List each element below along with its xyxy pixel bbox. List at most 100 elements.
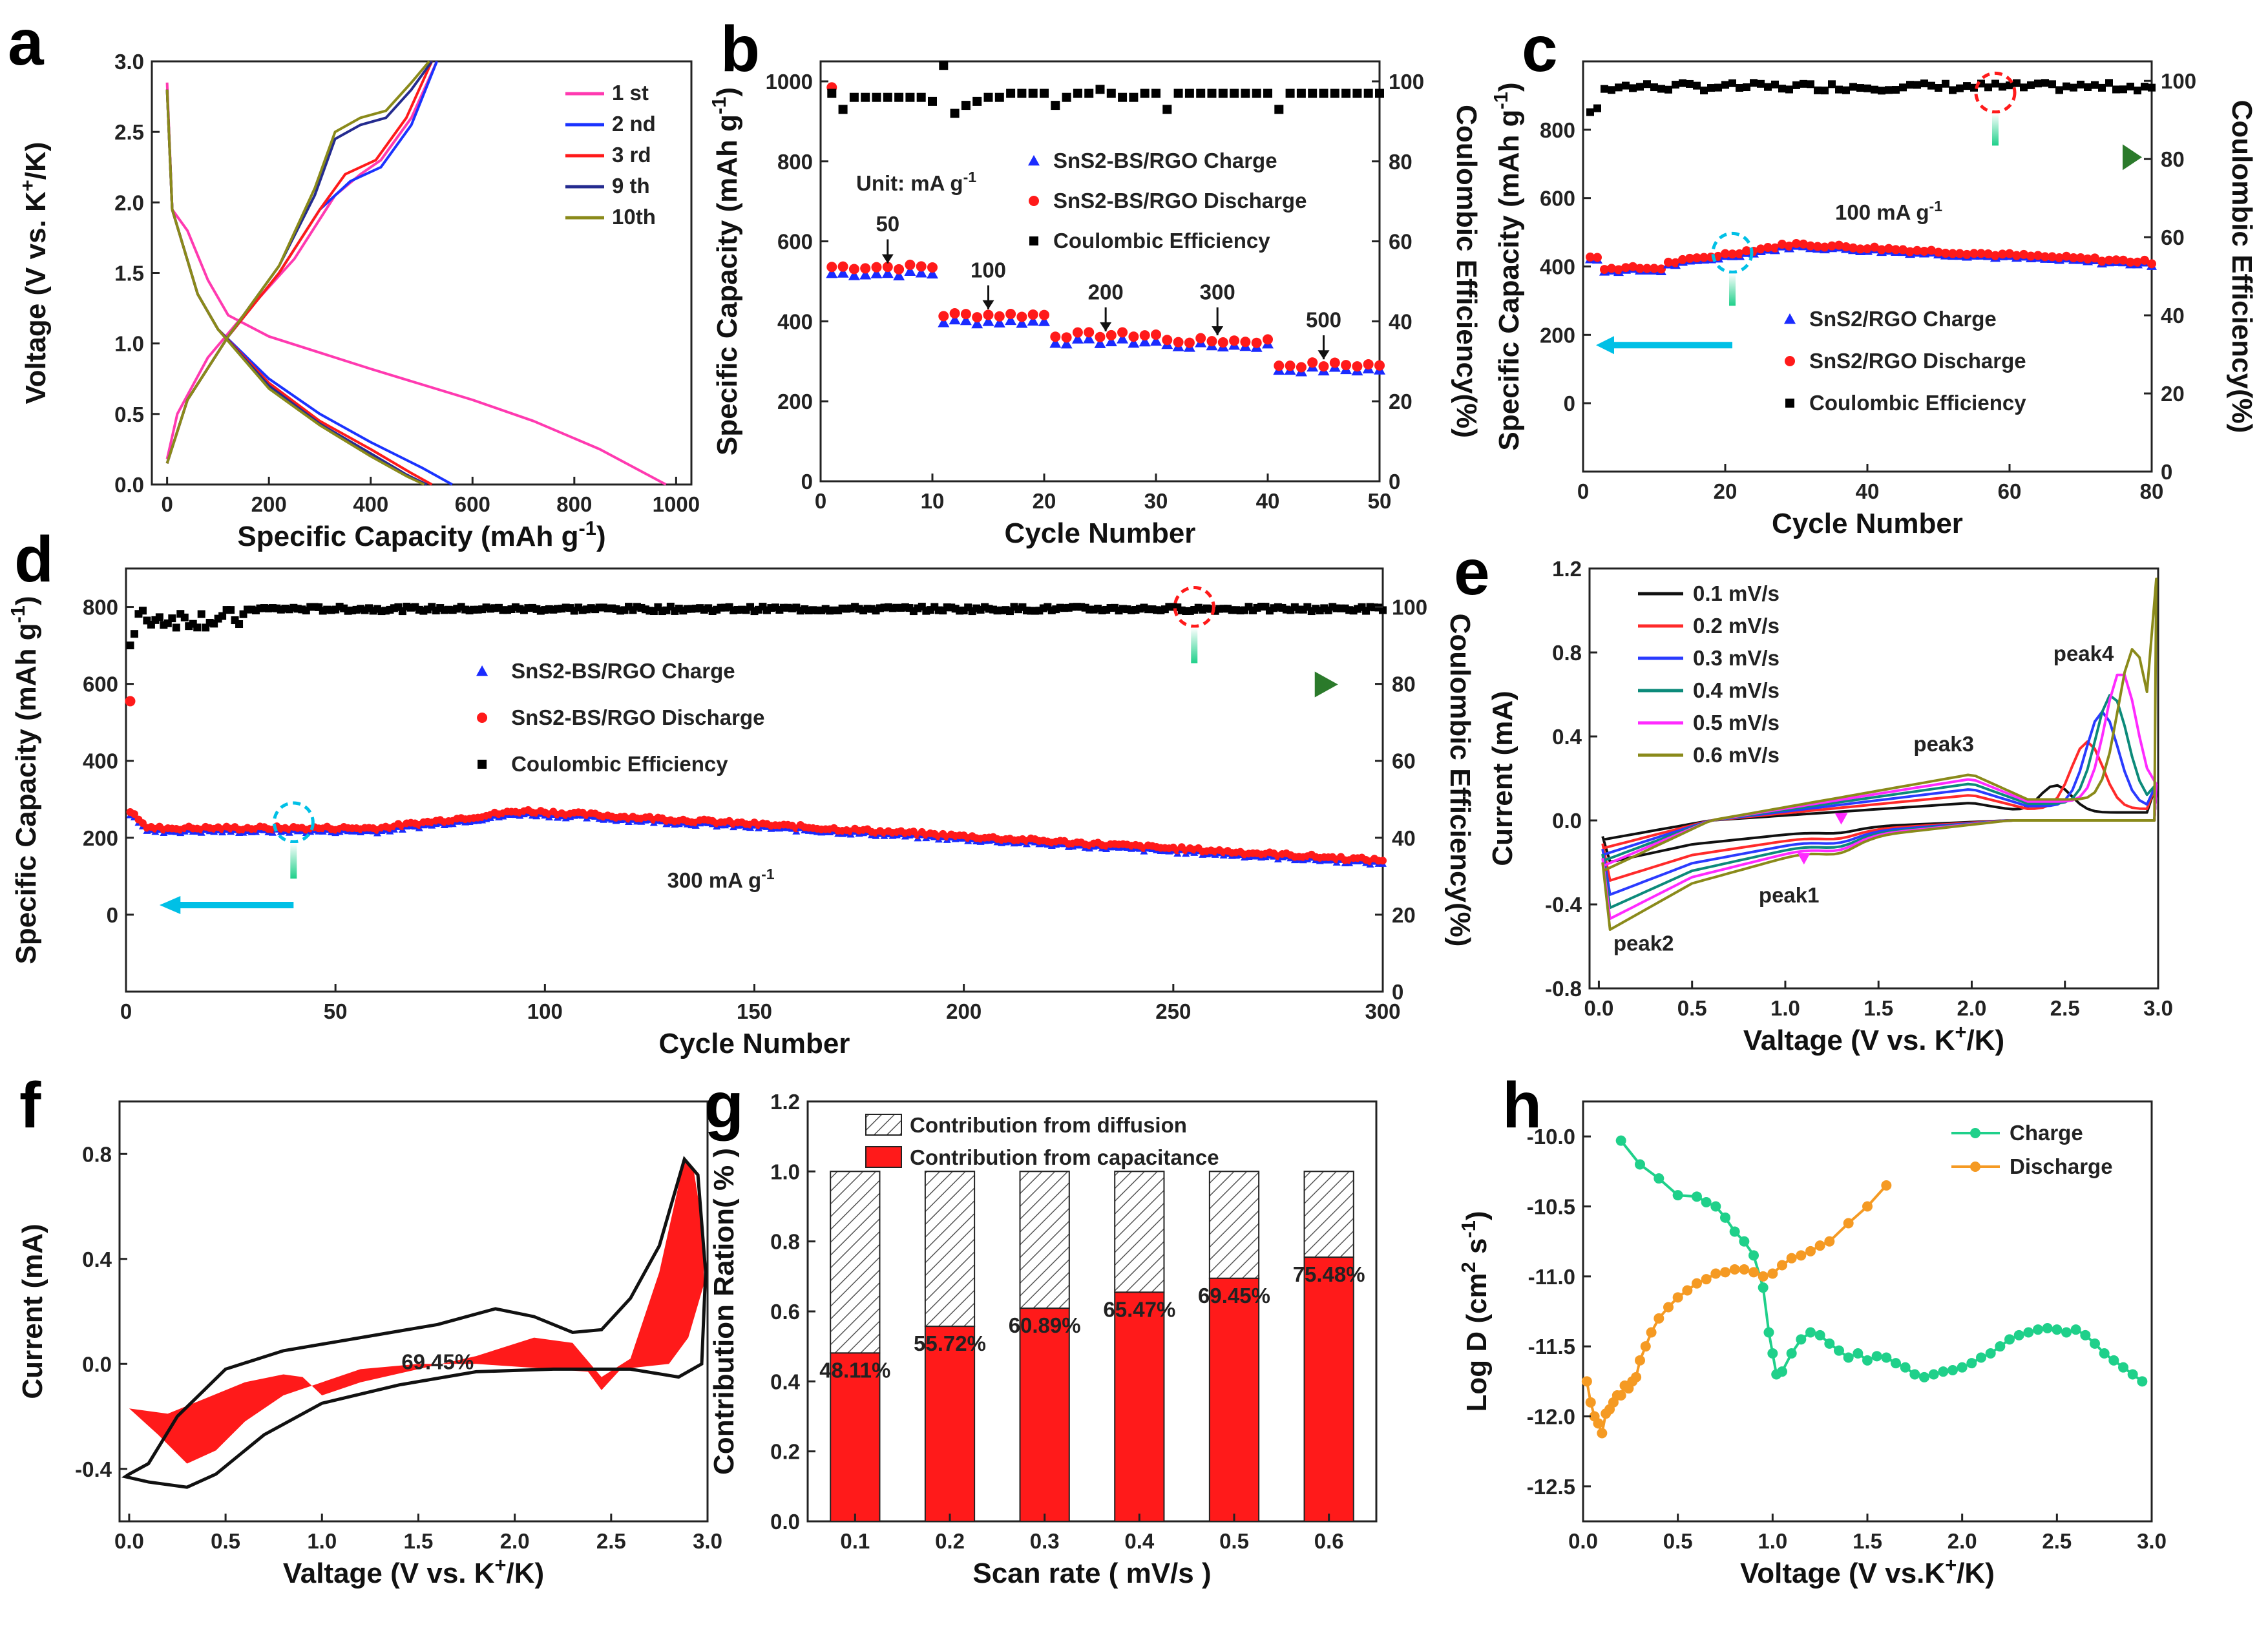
c-xlabel-part: Cycle Number — [1772, 508, 1963, 539]
f-ytick-label: -0.4 — [75, 1457, 112, 1481]
f-ratio-label: 69.45% — [401, 1350, 474, 1373]
b-ce-marker — [1084, 89, 1094, 98]
b-discharge-marker — [949, 308, 960, 319]
c-discharge-marker — [1735, 249, 1744, 258]
a-xlabel: Specific Capacity (mAh g-1) — [237, 517, 605, 553]
f-xtick-label: 1.5 — [404, 1529, 434, 1553]
c-ce-marker — [1807, 80, 1814, 89]
panel-e-letter: e — [1454, 536, 1490, 609]
b-charge-marker — [938, 317, 950, 328]
c-ce-marker — [1650, 83, 1658, 92]
c-discharge-marker — [1877, 245, 1886, 255]
c-y2tick-label: 40 — [2161, 304, 2185, 328]
b-rate-arrowhead — [881, 254, 894, 264]
c-discharge-marker — [1714, 251, 1723, 261]
h-point-Discharge — [1739, 1264, 1750, 1275]
c-ce-marker — [1700, 87, 1708, 95]
h-point-Charge — [1853, 1348, 1864, 1359]
b-charge-marker — [848, 269, 860, 280]
c-ce-marker — [1615, 83, 1622, 92]
g-xtick-label: 0.5 — [1219, 1529, 1249, 1553]
b-discharge-marker — [1072, 327, 1083, 338]
b-xtick-label: 0 — [815, 489, 826, 513]
b-ce-marker — [1129, 92, 1139, 102]
h-point-Charge — [2013, 1329, 2024, 1340]
c-discharge-marker — [1934, 247, 1943, 257]
d-xtick-label: 250 — [1155, 999, 1191, 1023]
e-legend-label: 0.5 mV/s — [1693, 711, 1780, 735]
c-discharge-marker — [1685, 253, 1694, 263]
d-y2tick-label: 0 — [1392, 980, 1403, 1004]
b-xtick-label: 50 — [1368, 489, 1392, 513]
c-ce-marker — [1672, 81, 1679, 89]
c-discharge-marker — [1799, 239, 1808, 249]
b-ytick-label: 200 — [777, 390, 813, 413]
g-diffusion-bar — [1019, 1171, 1070, 1309]
a-series-2-nd — [165, 89, 453, 486]
c-ce-marker — [1714, 83, 1722, 92]
h-point-Charge — [1985, 1348, 1996, 1359]
h-legend-marker — [1970, 1162, 1980, 1172]
b-ytick-label: 800 — [777, 150, 813, 174]
a-ytick-label: 0.5 — [114, 402, 144, 426]
h-xtick-label: 0.0 — [1568, 1529, 1598, 1553]
b-charge-marker — [1060, 338, 1073, 349]
h-point-Charge — [2004, 1334, 2015, 1345]
f-xtick-label: 0.0 — [114, 1529, 144, 1553]
c-ce-marker — [1927, 81, 1935, 90]
c-ce-marker — [2034, 79, 2042, 88]
h-point-Discharge — [1701, 1274, 1712, 1285]
h-point-Discharge — [1692, 1278, 1702, 1289]
b-discharge-marker — [905, 259, 916, 270]
b-discharge-marker — [1173, 337, 1184, 348]
c-discharge-marker — [1962, 249, 1971, 259]
g-ytick-label: 0.8 — [770, 1230, 800, 1254]
c-ytick-label: 800 — [1540, 118, 1575, 142]
h-point-Charge — [2052, 1324, 2063, 1335]
c-discharge-marker — [1969, 249, 1979, 258]
h-point-Charge — [1966, 1358, 1977, 1369]
c-discharge-marker — [1756, 244, 1765, 254]
g-bar-label: 60.89% — [1009, 1313, 1081, 1337]
g-bar-label: 75.48% — [1293, 1262, 1365, 1286]
b-discharge-marker — [1195, 333, 1206, 344]
h-point-Charge — [1763, 1327, 1774, 1338]
c-discharge-marker — [1621, 263, 1630, 273]
b-rate-arrowhead — [1318, 350, 1330, 360]
panel-g: 48.11% 0.1 55.72% 0.2 60.89% 0.3 65.47% 0.4 69.4… — [704, 1069, 1378, 1589]
h-xlabel: Voltage (V vs.K+/K) — [1740, 1554, 1995, 1590]
b-charge-marker — [1027, 315, 1039, 326]
c-ytick-label: 200 — [1540, 323, 1575, 347]
c-ce-marker — [2119, 85, 2127, 94]
h-point-Discharge — [1682, 1285, 1693, 1296]
c-discharge-marker — [1941, 249, 1950, 258]
h-point-Charge — [2090, 1338, 2100, 1349]
h-legend-marker — [1970, 1128, 1980, 1138]
b-discharge-marker — [848, 264, 859, 275]
g-ytick-label: 1.0 — [770, 1160, 800, 1183]
b-ce-marker — [1051, 101, 1060, 110]
b-rate-label: 50 — [876, 212, 899, 236]
b-y2tick-label: 60 — [1389, 230, 1412, 254]
h-point-Charge — [1928, 1369, 1939, 1380]
b-ce-marker — [1196, 89, 1206, 98]
c-rate-text-part: -1 — [1929, 198, 1943, 214]
c-discharge-marker — [1763, 243, 1772, 253]
g-xtick-label: 0.6 — [1314, 1529, 1344, 1553]
b-ce-marker — [1173, 89, 1183, 98]
c-ce-marker — [1892, 86, 1900, 94]
c-ce-marker — [1835, 85, 1843, 94]
c-ce-marker — [1622, 81, 1630, 90]
b-ce-marker — [983, 92, 993, 102]
e-xtick-label: 0.5 — [1677, 996, 1707, 1020]
d-ylabel-part: ) — [10, 596, 42, 605]
d-ylabel-part: Specific Capacity (mAh g — [10, 623, 42, 964]
a-series-9-th-charge — [165, 60, 433, 464]
b-discharge-marker — [972, 312, 983, 323]
h-point-Charge — [1938, 1366, 1949, 1377]
d-ce-marker — [218, 612, 227, 620]
h-point-Charge — [1862, 1355, 1873, 1366]
b-discharge-marker — [1139, 330, 1150, 341]
a-series-3-rd — [165, 89, 433, 486]
